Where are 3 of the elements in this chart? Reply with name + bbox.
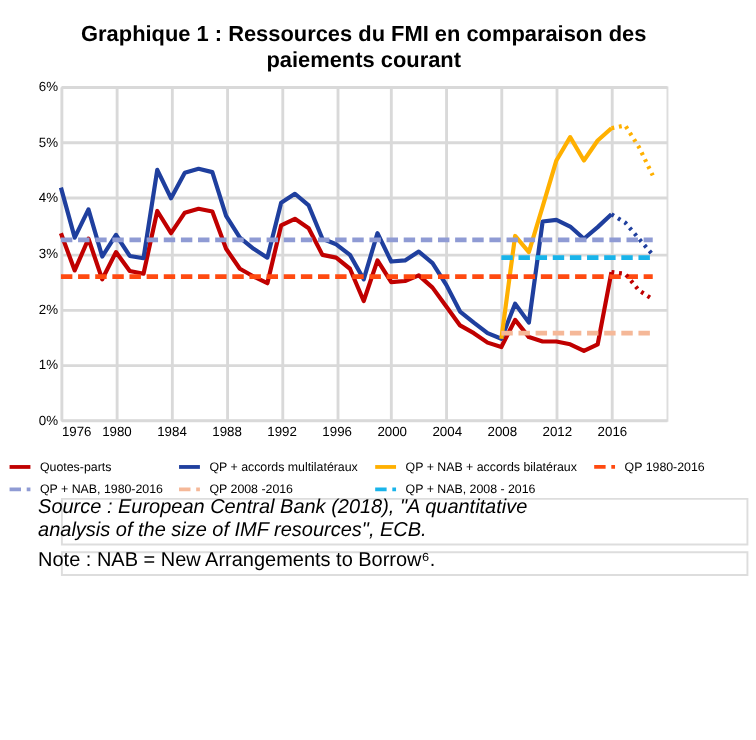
text: Note : NAB = New Arrangements to Borrow⁶. [38, 550, 436, 573]
source-note: Source : European Central Bank (2018), "A quantitative analysis of the size of IMF resources", ECB. [38, 497, 529, 542]
chart-title: Graphique 1 : Ressources du FMI en comparaison des paiements courant [81, 22, 647, 73]
